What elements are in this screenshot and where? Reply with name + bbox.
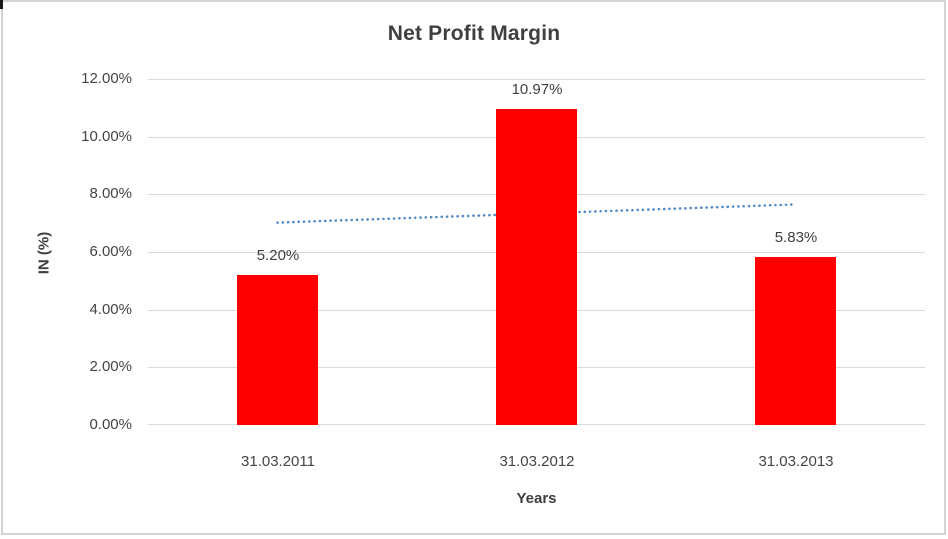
data-label: 5.20% xyxy=(256,247,300,264)
data-label: 10.97% xyxy=(511,81,563,98)
data-label: 5.83% xyxy=(774,229,818,246)
x-tick-label: 31.03.2013 xyxy=(758,453,834,470)
y-tick-label: 4.00% xyxy=(89,301,132,318)
x-axis-title: Years xyxy=(516,490,557,507)
gridline xyxy=(148,79,925,80)
chart-title: Net Profit Margin xyxy=(387,22,561,45)
y-tick-label: 2.00% xyxy=(89,358,132,375)
x-tick-label: 31.03.2011 xyxy=(241,453,315,470)
y-tick-label: 10.00% xyxy=(81,128,132,145)
bar-31.03.2013 xyxy=(755,257,836,425)
bar-31.03.2012 xyxy=(496,109,577,425)
x-tick-label: 31.03.2012 xyxy=(499,453,575,470)
y-tick-label: 12.00% xyxy=(81,70,132,87)
frame-corner-mark xyxy=(0,0,3,9)
y-tick-label: 8.00% xyxy=(89,185,132,202)
y-tick-label: 0.00% xyxy=(89,416,132,433)
plot-area: 5.20% 10.97% 5.83% xyxy=(148,79,925,425)
bar-31.03.2011 xyxy=(237,275,318,425)
y-tick-label: 6.00% xyxy=(89,243,132,260)
